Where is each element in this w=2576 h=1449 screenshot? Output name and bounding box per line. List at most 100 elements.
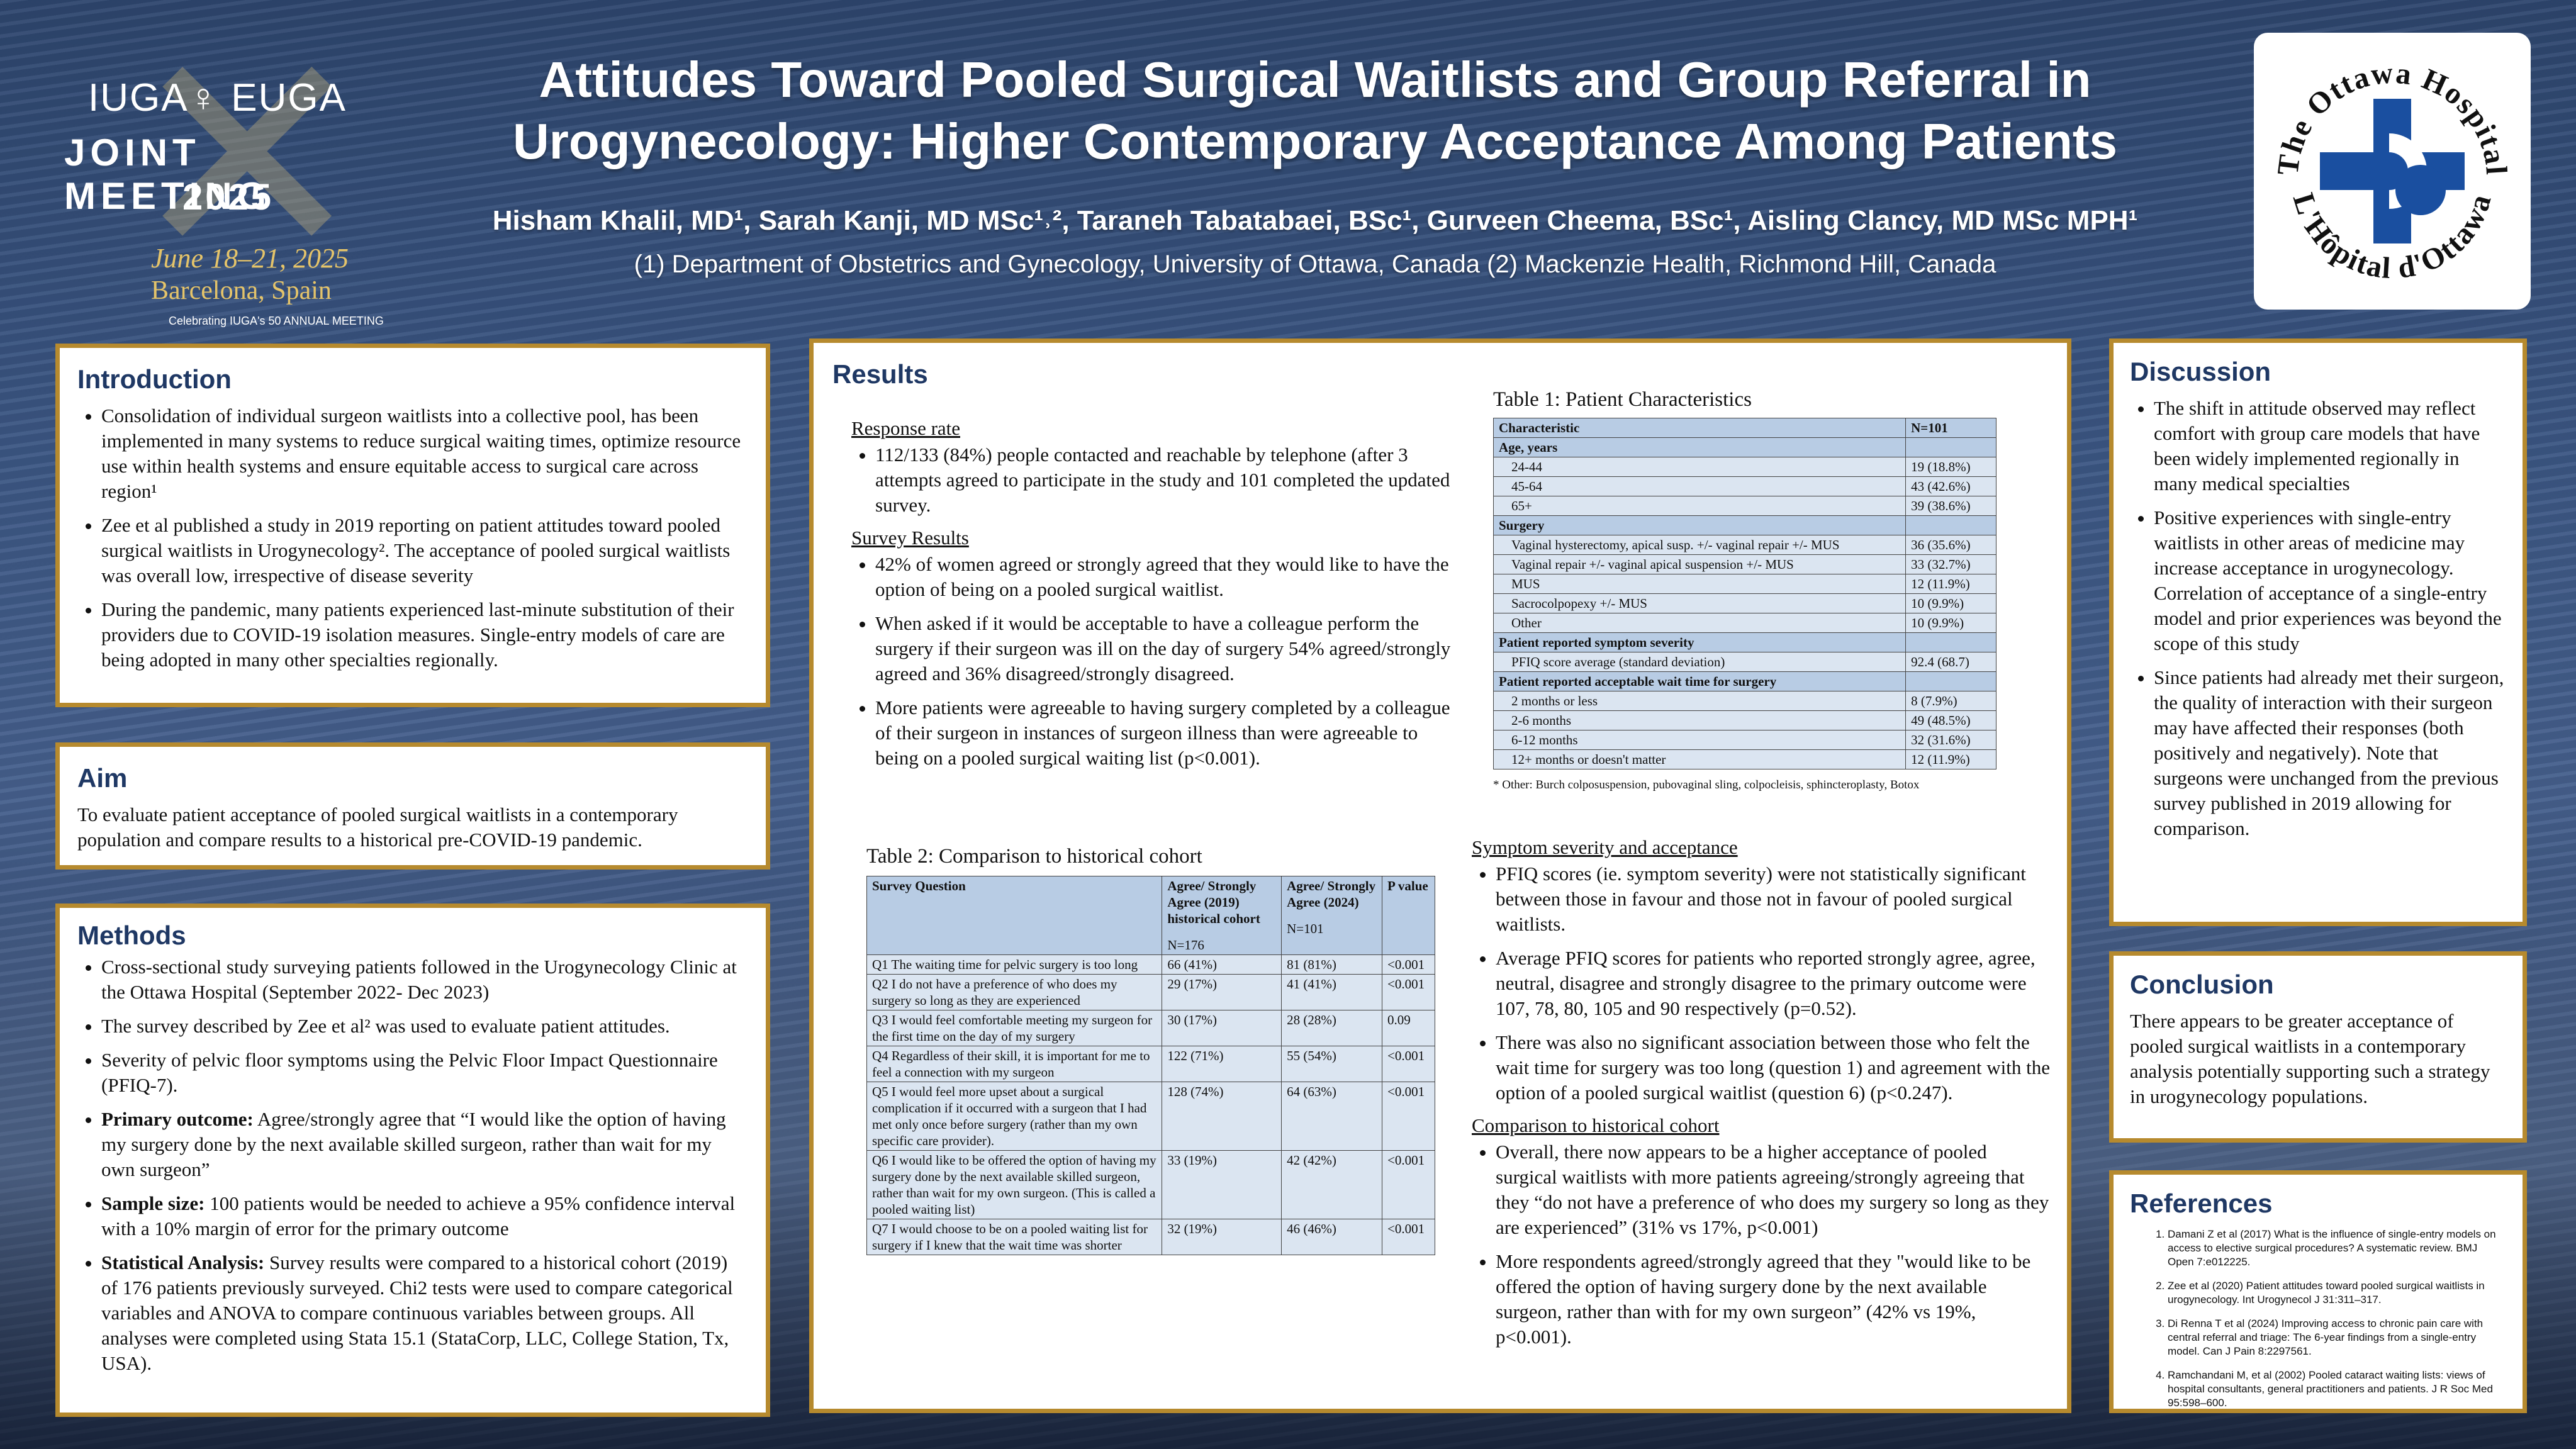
survey-results-heading: Survey Results	[851, 527, 969, 549]
survey-results-item: 42% of women agreed or strongly agreed t…	[875, 552, 1455, 602]
table1-header-cell: N=101	[1905, 418, 1996, 438]
table-row: 65+ 39 (38.6%)	[1492, 496, 1996, 516]
discussion-item: The shift in attitude observed may refle…	[2154, 396, 2506, 496]
comparison-item: More respondents agreed/strongly agreed …	[1496, 1249, 2051, 1350]
results-section: Results Response rate 112/133 (84%) peop…	[809, 338, 2071, 1413]
ottawa-hospital-emblem-icon: The Ottawa Hospital L'Hôpital d'Ottawa	[2271, 56, 2512, 285]
table-row: 45-64 43 (42.6%)	[1492, 476, 1996, 496]
comparison-item: Overall, there now appears to be a highe…	[1496, 1139, 2051, 1240]
conference-joint-meeting: JOINT MEETING	[64, 131, 272, 217]
table1-section-row: Surgery	[1492, 515, 1996, 535]
aim-section: Aim To evaluate patient acceptance of po…	[55, 742, 770, 870]
conference-location: Barcelona, Spain	[151, 276, 332, 305]
introduction-heading: Introduction	[77, 364, 232, 394]
table2: Survey Question Agree/ Strongly Agree (2…	[866, 876, 1436, 1255]
table2-header-row: Survey Question Agree/ Strongly Agree (2…	[866, 876, 1436, 955]
table1-section-row: Patient reported symptom severity	[1492, 632, 1996, 652]
introduction-item: During the pandemic, many patients exper…	[101, 597, 748, 673]
poster-title-line2: Urogynecology: Higher Contemporary Accep…	[512, 113, 2118, 169]
response-rate-heading: Response rate	[851, 417, 961, 439]
symptom-item: Average PFIQ scores for patients who rep…	[1496, 946, 2051, 1021]
methods-item: Sample size: 100 patients would be neede…	[101, 1191, 748, 1241]
introduction-item: Zee et al published a study in 2019 repo…	[101, 513, 748, 588]
response-rate-item: 112/133 (84%) people contacted and reach…	[875, 442, 1455, 518]
table-row: Q5 I would feel more upset about a surgi…	[866, 1082, 1436, 1151]
affiliations: (1) Department of Obstetrics and Gynecol…	[634, 250, 1996, 278]
primary-outcome-label: Primary outcome:	[101, 1108, 254, 1130]
table-row: Q4 Regardless of their skill, it is impo…	[866, 1046, 1436, 1082]
references-section: References Damani Z et al (2017) What is…	[2109, 1170, 2527, 1413]
table-row: 6-12 months 32 (31.6%)	[1492, 730, 1996, 750]
table-row: Q1 The waiting time for pelvic surgery i…	[866, 954, 1436, 975]
conclusion-text: There appears to be greater acceptance o…	[2130, 1010, 2490, 1107]
table1-title: Table 1: Patient Characteristics	[1493, 388, 1752, 411]
table2-header-cell: P value	[1381, 876, 1436, 955]
table1-section-row: Age, years	[1492, 437, 1996, 457]
discussion-section: Discussion The shift in attitude observe…	[2109, 338, 2527, 926]
table1-header-cell: Characteristic	[1492, 418, 1907, 438]
symptom-item: PFIQ scores (ie. symptom severity) were …	[1496, 861, 2051, 937]
symptom-item: There was also no significant associatio…	[1496, 1030, 2051, 1105]
table-row: Vaginal repair +/- vaginal apical suspen…	[1492, 554, 1996, 574]
discussion-heading: Discussion	[2130, 357, 2271, 386]
methods-heading: Methods	[77, 920, 186, 950]
survey-results-item: When asked if it would be acceptable to …	[875, 611, 1455, 686]
table2-header-cell: Survey Question	[866, 876, 1163, 955]
table1-block: Table 1: Patient Characteristics Charact…	[1492, 388, 2047, 792]
methods-item: The survey described by Zee et al² was u…	[101, 1014, 748, 1039]
survey-results-item: More patients were agreeable to having s…	[875, 695, 1455, 771]
table2-header-cell: Agree/ Strongly Agree (2024) N=101	[1281, 876, 1382, 955]
methods-item: Cross-sectional study surveying patients…	[101, 954, 748, 1005]
table1-header-row: Characteristic N=101	[1492, 418, 1996, 438]
table2-block: Table 2: Comparison to historical cohort…	[866, 845, 1436, 1255]
table-row: Q6 I would like to be offered the option…	[866, 1150, 1436, 1219]
reference-item: Ramchandani M, et al (2002) Pooled catar…	[2168, 1368, 2506, 1410]
table1-footnote: * Other: Burch colposuspension, pubovagi…	[1493, 778, 1920, 792]
conclusion-heading: Conclusion	[2130, 970, 2274, 999]
table1: Characteristic N=101 Age, years 24-44 19 …	[1492, 418, 1996, 769]
table-row: 24-44 19 (18.8%)	[1492, 457, 1996, 477]
table-row: 12+ months or doesn't matter 12 (11.9%)	[1492, 749, 1996, 769]
results-heading: Results	[832, 359, 928, 389]
table-row: Q7 I would choose to be on a pooled wait…	[866, 1219, 1436, 1255]
table-row: Q3 I would feel comfortable meeting my s…	[866, 1010, 1436, 1046]
results-right-column: Symptom severity and acceptance PFIQ sco…	[1472, 832, 2051, 1358]
results-left-column: Response rate 112/133 (84%) people conta…	[851, 413, 1455, 780]
conference-anniversary: Celebrating IUGA's 50 ANNUAL MEETING	[169, 315, 384, 327]
table-row: Q2 I do not have a preference of who doe…	[866, 974, 1436, 1010]
methods-item: Statistical Analysis: Survey results wer…	[101, 1250, 748, 1376]
reference-item: Di Renna T et al (2024) Improving access…	[2168, 1317, 2506, 1358]
ottawa-hospital-logo: The Ottawa Hospital L'Hôpital d'Ottawa	[2254, 33, 2531, 310]
conference-year: 2025	[182, 177, 274, 218]
discussion-item: Since patients had already met their sur…	[2154, 665, 2506, 841]
references-heading: References	[2130, 1189, 2273, 1218]
table-row: Sacrocolpopexy +/- MUS 10 (9.9%)	[1492, 593, 1996, 613]
aim-text: To evaluate patient acceptance of pooled…	[77, 803, 678, 851]
methods-item: Primary outcome: Agree/strongly agree th…	[101, 1107, 748, 1182]
methods-section: Methods Cross-sectional study surveying …	[55, 904, 770, 1417]
table-row: Other 10 (9.9%)	[1492, 613, 1996, 633]
aim-heading: Aim	[77, 763, 128, 793]
table1-section-row: Patient reported acceptable wait time fo…	[1492, 671, 1996, 691]
table-row: PFIQ score average (standard deviation) 9…	[1492, 652, 1996, 672]
introduction-item: Consolidation of individual surgeon wait…	[101, 403, 748, 504]
table-row: 2-6 months 49 (48.5%)	[1492, 710, 1996, 730]
table-row: Vaginal hysterectomy, apical susp. +/- v…	[1492, 535, 1996, 555]
statistical-analysis-label: Statistical Analysis:	[101, 1251, 265, 1273]
poster-title: Attitudes Toward Pooled Surgical Waitlis…	[403, 49, 2227, 172]
methods-item: Severity of pelvic floor symptoms using …	[101, 1048, 748, 1098]
reference-item: Zee et al (2020) Patient attitudes towar…	[2168, 1279, 2506, 1307]
symptom-severity-heading: Symptom severity and acceptance	[1472, 836, 1738, 858]
table-row: MUS 12 (11.9%)	[1492, 574, 1996, 594]
conference-dates: June 18–21, 2025	[151, 243, 349, 274]
conclusion-section: Conclusion There appears to be greater a…	[2109, 951, 2527, 1143]
comparison-heading: Comparison to historical cohort	[1472, 1114, 1720, 1136]
conference-name: IUGA♀ EUGA	[88, 76, 347, 120]
poster-title-line1: Attitudes Toward Pooled Surgical Waitlis…	[539, 52, 2092, 108]
introduction-section: Introduction Consolidation of individual…	[55, 344, 770, 707]
sample-size-label: Sample size:	[101, 1192, 205, 1214]
reference-item: Damani Z et al (2017) What is the influe…	[2168, 1228, 2506, 1269]
table2-title: Table 2: Comparison to historical cohort	[866, 845, 1202, 868]
discussion-item: Positive experiences with single-entry w…	[2154, 505, 2506, 656]
conference-logo: ✕ IUGA♀ EUGA JOINT MEETING 2025 June 18–…	[38, 13, 415, 333]
